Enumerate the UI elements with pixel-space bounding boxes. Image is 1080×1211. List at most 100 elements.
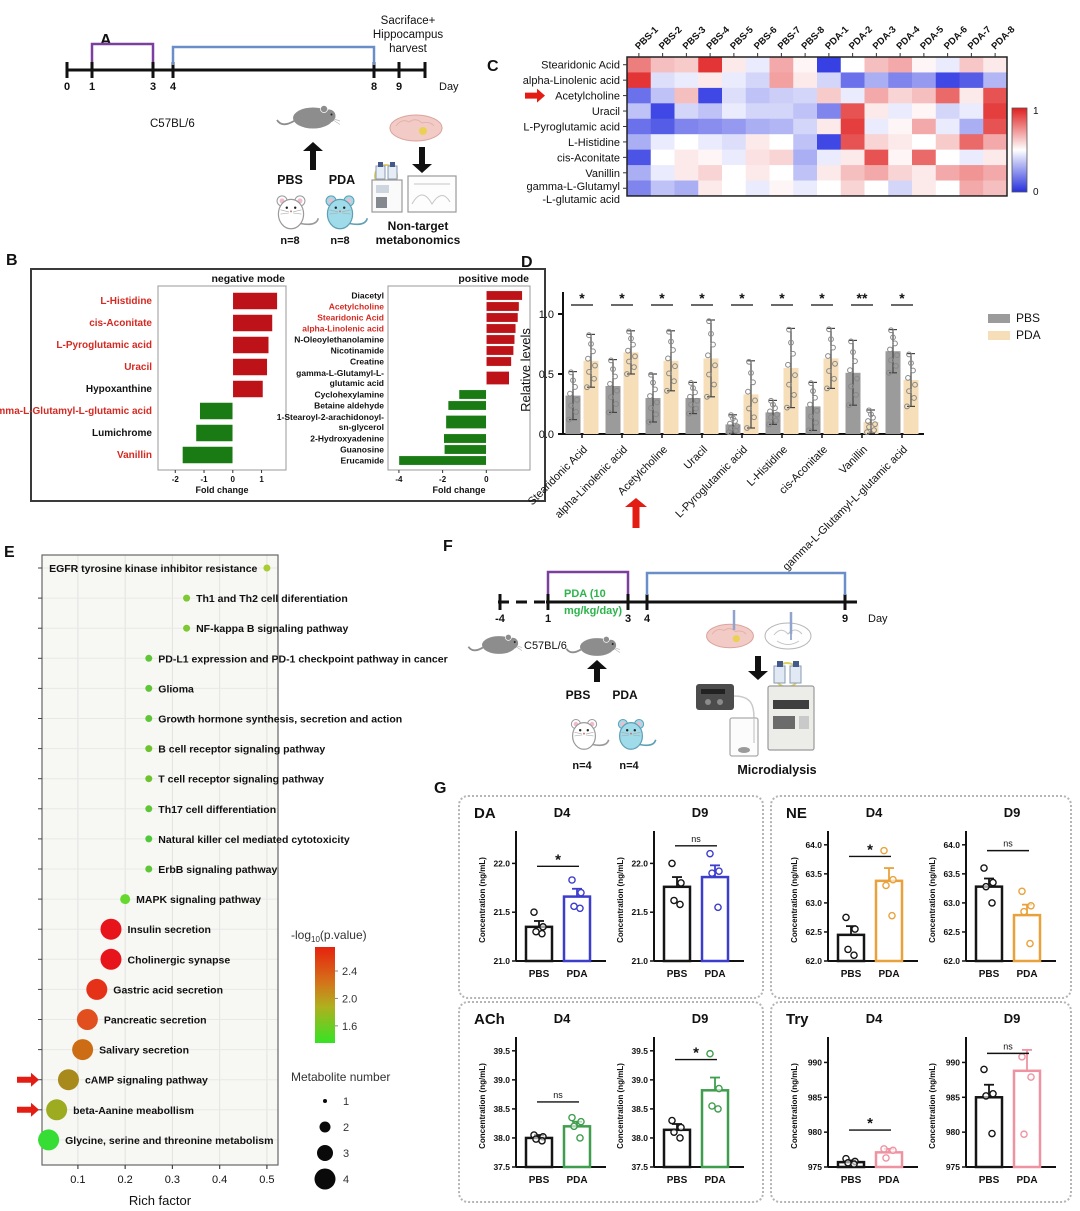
data-point — [570, 1122, 578, 1131]
data-point — [871, 427, 877, 434]
x-axis-label: Fold change — [432, 485, 485, 495]
heatmap-cell — [840, 57, 865, 73]
column-label: PDA-5 — [918, 24, 946, 52]
data-point — [687, 393, 693, 400]
bracket — [90, 42, 155, 62]
data-point — [715, 1084, 723, 1093]
data-point — [850, 1160, 858, 1169]
heatmap-cell — [912, 57, 937, 73]
data-point — [746, 405, 752, 412]
x-axis-label: Rich factor — [129, 1193, 192, 1208]
heatmap-cell — [674, 103, 699, 120]
data-point — [614, 387, 620, 394]
heatmap-cell — [698, 72, 723, 89]
heatmap-cell — [983, 57, 1008, 73]
data-point — [532, 927, 540, 936]
dose-line: mg/kg/day) — [564, 605, 622, 617]
x-tick-label: 0.1 — [70, 1174, 85, 1186]
heatmap-cell — [912, 134, 937, 151]
data-point — [767, 408, 773, 415]
beaker-icon — [729, 717, 759, 757]
y-axis-label: Concentration (ng/mL) — [478, 857, 487, 943]
size-legend-label: 4 — [343, 1174, 349, 1186]
pathway-dot — [145, 654, 153, 662]
data-point — [676, 900, 684, 909]
column-label: PBS-8 — [799, 25, 827, 53]
data-point — [886, 369, 892, 376]
data-point — [853, 391, 859, 398]
heatmap-cell — [769, 149, 794, 166]
sig-label: * — [619, 290, 625, 306]
bar — [623, 352, 639, 434]
pathway-label: NF-kappa B signaling pathway — [196, 623, 348, 635]
row-label: cis-Aconitate — [557, 152, 620, 164]
sig-label: * — [693, 1045, 699, 1062]
heatmap-cell — [912, 118, 937, 135]
metabolite-label: gamma-L-Glutamyl-L- — [296, 368, 384, 378]
x-tick-label: 0 — [484, 475, 489, 484]
data-point — [889, 1146, 897, 1155]
heatmap-cell — [864, 57, 889, 73]
data-point — [539, 923, 547, 931]
mouse-tail — [467, 646, 484, 652]
brain-icon — [389, 114, 443, 142]
hplc-panel — [799, 716, 809, 729]
pathway-label: T cell receptor signaling pathway — [158, 774, 324, 786]
heatmap-cell — [840, 165, 865, 182]
heatmap-cell — [840, 149, 865, 166]
analyzer-door — [376, 197, 387, 208]
axis-label: Day — [439, 81, 459, 93]
data-point — [532, 1135, 540, 1143]
category-label: alpha-Linolenic acid — [553, 444, 630, 521]
mouse-body — [326, 198, 354, 230]
bar — [700, 1089, 730, 1169]
y-tick-label: 39.0 — [631, 1075, 648, 1085]
heatmap-cell — [983, 180, 1008, 197]
data-point — [572, 384, 578, 390]
pathway-dot — [145, 745, 153, 753]
column-label: PDA-7 — [966, 24, 994, 52]
note-line: harvest — [389, 43, 428, 55]
panel-c-heatmap: PBS-1PBS-2PBS-3PBS-4PBS-5PBS-6PBS-7PBS-8… — [523, 24, 1039, 207]
heatmap-cell — [650, 134, 675, 151]
data-point — [690, 385, 696, 391]
note-line: Hippocampus — [373, 29, 444, 41]
heatmap-cell — [745, 72, 770, 89]
outcome-line: Non-target — [388, 219, 449, 233]
heatmap-cell — [864, 103, 889, 120]
heatmap-cell — [793, 87, 818, 104]
heatmap-cell — [722, 72, 747, 89]
y-tick-label: 980 — [808, 1127, 822, 1137]
data-point — [608, 357, 614, 364]
arrow-right-icon — [17, 1102, 39, 1117]
heatmap-cell — [650, 165, 675, 182]
x-tick-label: -2 — [439, 475, 447, 484]
bracket — [645, 571, 847, 595]
heatmap-cell — [698, 149, 723, 166]
data-point — [1020, 907, 1028, 916]
mouse-whiskers — [329, 209, 351, 215]
heatmap-cell — [698, 87, 723, 104]
data-point — [538, 929, 546, 938]
hplc-drawer — [773, 716, 795, 729]
data-point — [989, 878, 997, 887]
y-tick-label: 21.5 — [631, 907, 648, 917]
y-tick-label: 39.5 — [493, 1046, 510, 1056]
heatmap-cell — [912, 103, 937, 120]
data-point — [705, 352, 711, 359]
data-point — [842, 913, 850, 922]
y-tick-label: 22.0 — [631, 858, 648, 868]
pathway-dot — [100, 948, 122, 970]
heatmap-cell — [888, 134, 913, 151]
metabolite-label: Lumichrome — [92, 428, 152, 439]
y-tick-label: 975 — [946, 1162, 960, 1172]
y-tick-label: 39.0 — [493, 1075, 510, 1085]
chart-title: D9 — [692, 1011, 709, 1026]
y-axis-label: Concentration (ng/mL) — [790, 857, 799, 943]
panel-label-e: E — [4, 544, 15, 561]
x-cat-label: PBS — [841, 969, 862, 980]
tick-label: 4 — [644, 613, 651, 625]
fold-bar — [232, 336, 269, 354]
data-point — [773, 417, 779, 424]
mouse-whiskers — [333, 118, 341, 125]
